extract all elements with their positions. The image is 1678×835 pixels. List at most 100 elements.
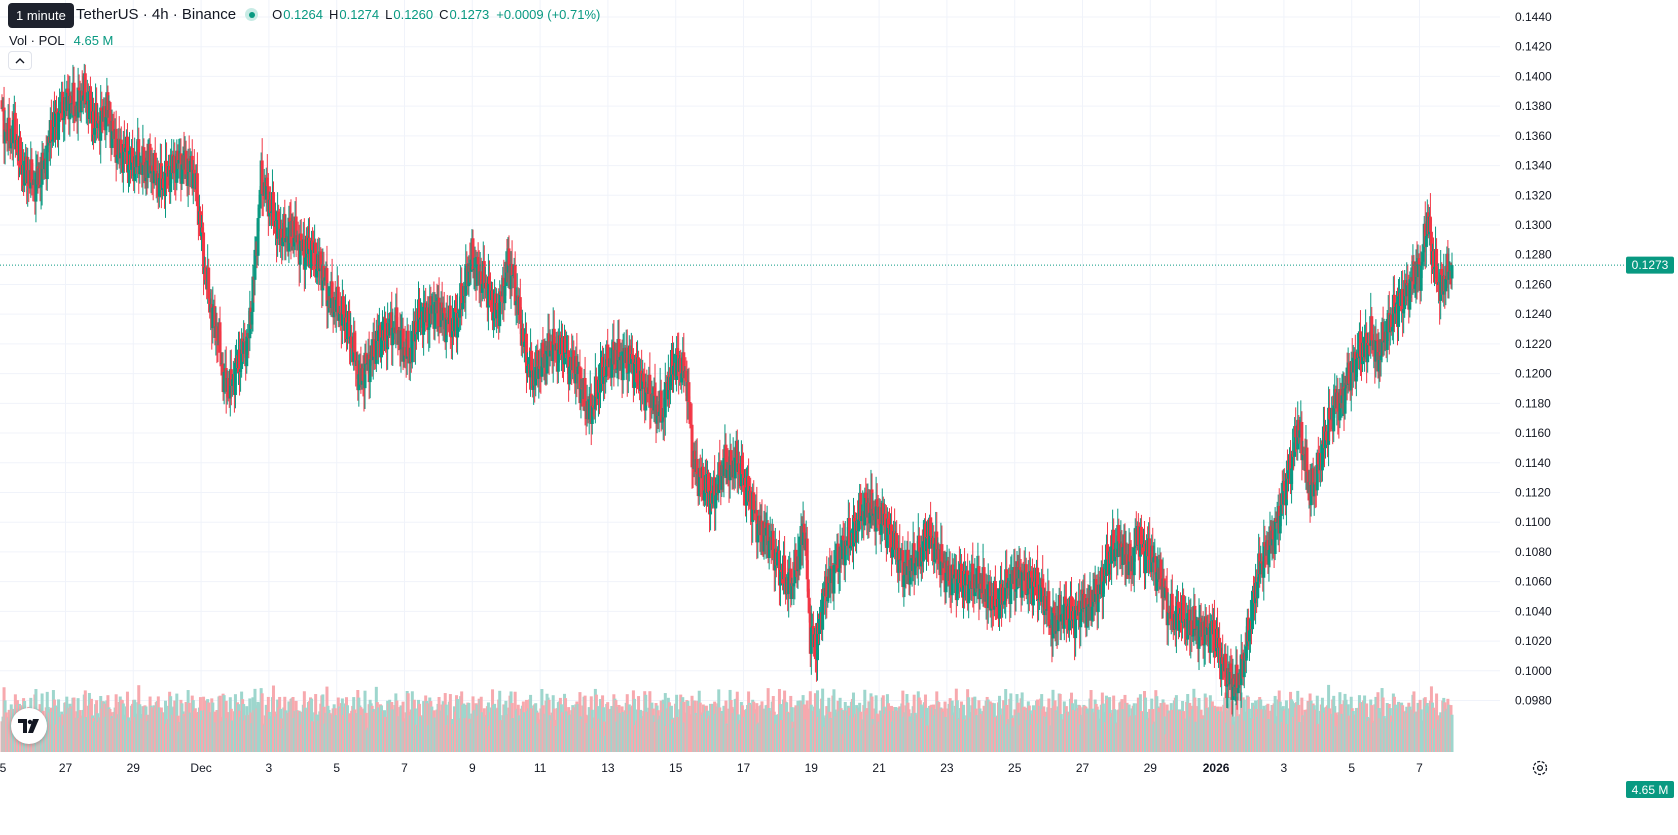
- symbol-title[interactable]: TetherUS · 4h · Binance: [76, 6, 237, 23]
- candle-body: [1447, 271, 1451, 280]
- gear-icon[interactable]: [1531, 759, 1549, 777]
- candle-body: [1428, 216, 1432, 232]
- candle-body: [271, 192, 275, 227]
- candle-body: [1014, 589, 1018, 592]
- candle-body: [110, 120, 114, 148]
- candle-body: [637, 357, 641, 390]
- candle-body: [1382, 340, 1386, 343]
- candle-body: [805, 538, 809, 580]
- candle-body: [545, 350, 549, 374]
- candle-body: [1017, 566, 1021, 579]
- candle-body: [575, 356, 579, 375]
- time-axis[interactable]: 5 27 29 Dec 3 5 7 9 11 13 15 17 19 21 23 25 27 29 2026 3 5 7: [0, 761, 1423, 775]
- candle-body: [826, 597, 830, 602]
- candle-body: [1274, 518, 1278, 522]
- volume-bar: [1419, 709, 1423, 752]
- candle-body: [1412, 261, 1416, 289]
- candle-body: [202, 232, 206, 275]
- candle-body: [594, 376, 598, 397]
- candle-body: [310, 240, 314, 269]
- candle-body: [1278, 515, 1282, 534]
- candle-body: [1416, 258, 1420, 278]
- candle-body: [176, 150, 180, 164]
- candle-body: [357, 374, 361, 391]
- candle-body: [510, 263, 514, 276]
- candle-body: [901, 550, 905, 588]
- candle-body: [1290, 468, 1294, 484]
- candle-body: [860, 515, 864, 522]
- candle-body: [794, 549, 798, 571]
- candle-body: [657, 411, 661, 416]
- candle-body: [66, 88, 70, 93]
- candle-body: [1247, 630, 1251, 642]
- time-tick-label: 25: [1008, 761, 1022, 775]
- candle-body: [1229, 663, 1233, 673]
- candle-body: [1405, 283, 1409, 297]
- candle-body: [150, 165, 154, 172]
- candle-body: [153, 153, 157, 171]
- candle-body: [265, 177, 269, 187]
- candle-body: [948, 565, 952, 586]
- candle-body: [1190, 620, 1194, 637]
- time-tick-label: 5: [1348, 761, 1355, 775]
- candle-body: [720, 465, 724, 490]
- candle-body: [302, 239, 306, 270]
- volume-indicator-label: Vol · POL: [9, 33, 65, 48]
- volume-legend[interactable]: Vol · POL 4.65 M: [9, 33, 113, 48]
- candle-body: [1152, 557, 1156, 563]
- candle-body: [1271, 530, 1275, 540]
- candle-body: [62, 118, 66, 121]
- candle-body: [258, 194, 262, 208]
- candle-body: [414, 321, 418, 335]
- price-tick-label: 0.1200: [1515, 367, 1552, 381]
- candle-body: [368, 359, 372, 383]
- tradingview-logo-icon[interactable]: [11, 708, 47, 744]
- candle-body: [288, 217, 292, 222]
- candle-body: [695, 458, 699, 474]
- candle-body: [430, 305, 434, 314]
- candle-body: [921, 541, 925, 562]
- candle-body: [1423, 223, 1427, 247]
- candle-body: [698, 468, 702, 477]
- candle-body: [951, 564, 955, 579]
- time-tick-label: 9: [469, 761, 476, 775]
- candle-body: [307, 237, 311, 250]
- candle-body: [361, 368, 365, 381]
- candle-body: [93, 128, 97, 135]
- price-tick-label: 0.1040: [1515, 604, 1552, 618]
- candle-body: [1370, 316, 1374, 341]
- candle-body: [1390, 326, 1394, 332]
- candle-body: [864, 492, 868, 498]
- candle-body: [792, 583, 796, 587]
- candle-body: [663, 382, 667, 418]
- candle-body: [1262, 542, 1266, 578]
- candle-body: [299, 233, 303, 241]
- price-axis[interactable]: 0.1440 0.1420 0.1400 0.1380 0.1360 0.1340 0.13…: [1515, 10, 1552, 708]
- candle-body: [1419, 265, 1423, 291]
- candle-body: [659, 390, 663, 423]
- candle-body: [496, 302, 500, 310]
- candle-body: [642, 373, 646, 382]
- candle-body: [319, 251, 323, 269]
- candle-body: [868, 512, 872, 524]
- candle-body: [633, 362, 637, 364]
- candle-body: [807, 597, 811, 613]
- candle-body: [929, 517, 933, 536]
- candle-body: [1052, 607, 1056, 614]
- collapse-legend-button[interactable]: [8, 51, 32, 70]
- candle-body: [1316, 452, 1320, 465]
- candle-body: [487, 276, 491, 284]
- candle-body: [1406, 283, 1410, 286]
- candle-body: [724, 444, 728, 479]
- candle-body: [229, 369, 233, 386]
- time-tick-label: 2026: [1203, 761, 1230, 775]
- candle-body: [551, 328, 555, 362]
- volume-bar: [1401, 705, 1405, 752]
- candle-body: [621, 351, 625, 381]
- candle-body: [4, 129, 8, 132]
- candle-body: [680, 373, 684, 383]
- candle-body: [1315, 452, 1319, 491]
- candle-body: [354, 352, 358, 366]
- candle-body: [422, 306, 426, 335]
